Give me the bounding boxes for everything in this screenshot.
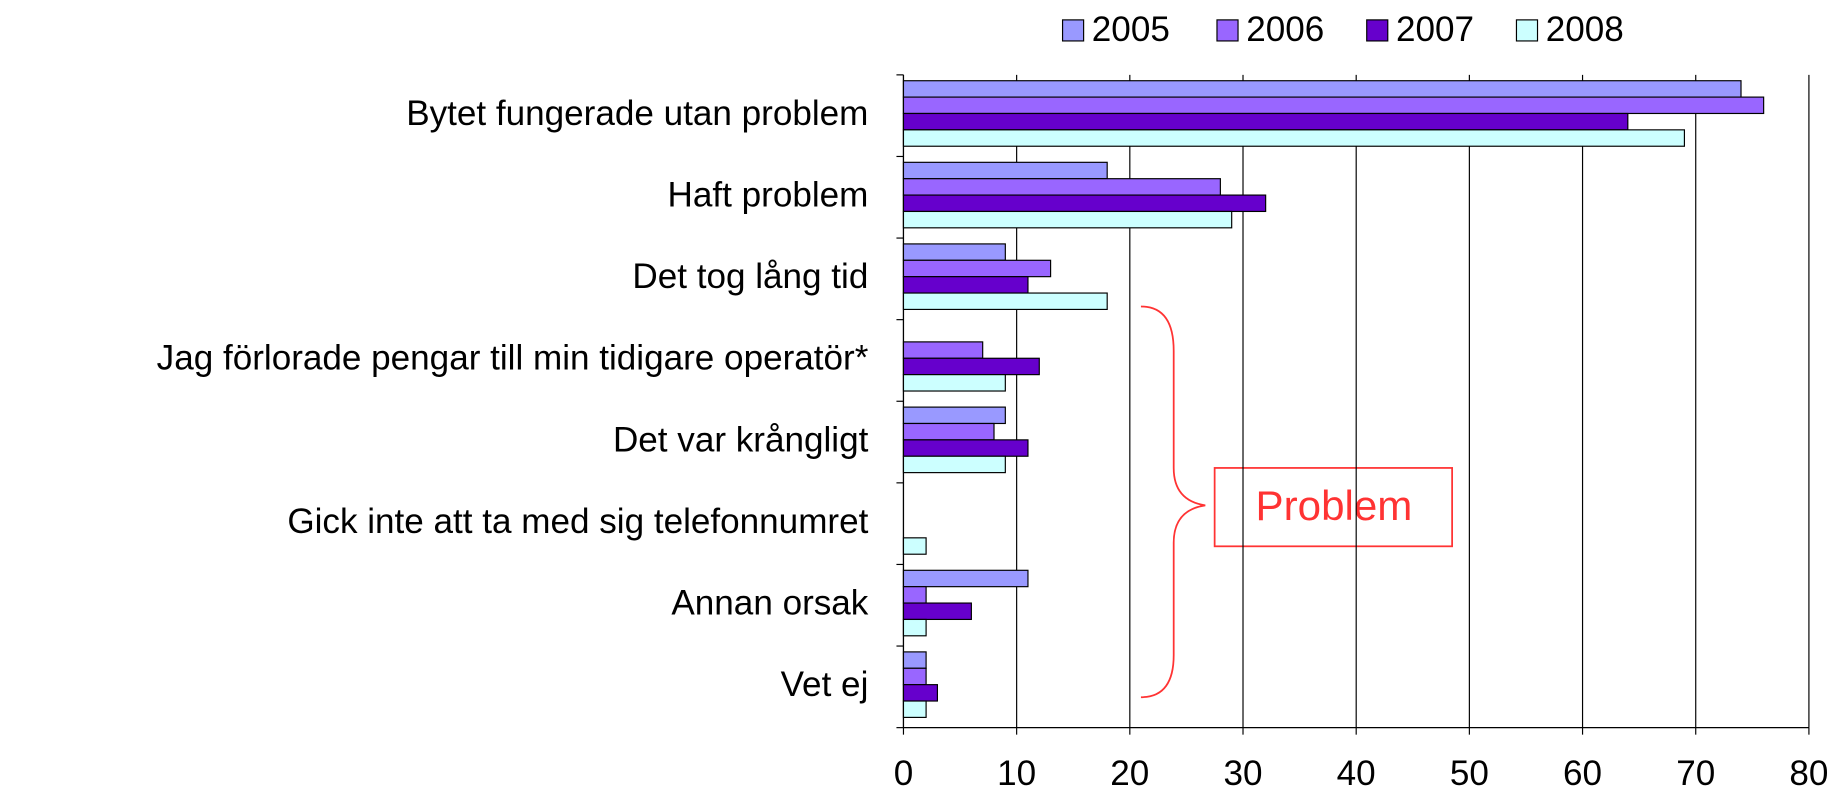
brace <box>1140 305 1206 699</box>
bar <box>902 618 927 637</box>
annotation-box <box>1213 467 1453 548</box>
annotation: Problem <box>1256 482 1413 529</box>
bar <box>902 651 927 669</box>
x-tick-label: 10 <box>997 754 1036 793</box>
bar <box>902 586 927 604</box>
y-tick-label: Annan orsak <box>671 584 868 623</box>
bar <box>902 276 1029 294</box>
legend-swatch <box>1216 19 1239 42</box>
legend-label: 2005 <box>1092 10 1170 49</box>
legend-swatch <box>1061 19 1085 42</box>
y-tick-label: Bytet fungerade utan problem <box>406 94 868 133</box>
bar <box>902 341 984 359</box>
bar <box>902 96 1765 115</box>
bar <box>902 178 1221 196</box>
y-tick-label: Vet ej <box>781 665 869 704</box>
bar <box>902 602 972 621</box>
bar <box>902 357 1040 376</box>
bar <box>902 537 927 555</box>
bar <box>902 161 1108 180</box>
bar <box>902 667 927 686</box>
bar <box>902 129 1686 147</box>
y-tick-label: Haft problem <box>668 176 869 215</box>
x-tick-label: 60 <box>1563 754 1602 793</box>
bar <box>902 422 995 441</box>
x-tick-label: 40 <box>1337 754 1376 793</box>
x-tick-label: 80 <box>1789 754 1828 793</box>
bar <box>902 406 1006 425</box>
bar <box>902 374 1006 392</box>
bar <box>902 259 1052 278</box>
x-tick-label: 0 <box>894 754 914 793</box>
y-tick-label: Det tog lång tid <box>632 257 868 296</box>
bar <box>902 439 1029 457</box>
bar <box>902 80 1742 98</box>
bar <box>902 210 1233 229</box>
x-tick-label: 50 <box>1450 754 1489 793</box>
x-tick-label: 70 <box>1676 754 1715 793</box>
legend-label: 2007 <box>1396 10 1474 49</box>
legend-label: 2008 <box>1546 10 1624 49</box>
x-tick-label: 30 <box>1223 754 1262 793</box>
bar <box>902 292 1108 311</box>
bar <box>902 569 1029 588</box>
y-tick-label: Jag förlorade pengar till min tidigare o… <box>157 339 869 378</box>
legend-label: 2006 <box>1246 10 1324 49</box>
x-tick-label: 20 <box>1110 754 1149 793</box>
bar <box>902 243 1006 261</box>
bar <box>902 112 1629 131</box>
bar <box>902 455 1006 474</box>
y-tick-label: Det var krångligt <box>613 420 869 459</box>
bar <box>902 700 927 718</box>
bar <box>902 684 939 702</box>
legend-swatch <box>1366 19 1389 42</box>
y-tick-label: Gick inte att ta med sig telefonnumret <box>287 502 868 541</box>
legend-swatch <box>1515 19 1539 42</box>
bar <box>902 194 1267 213</box>
